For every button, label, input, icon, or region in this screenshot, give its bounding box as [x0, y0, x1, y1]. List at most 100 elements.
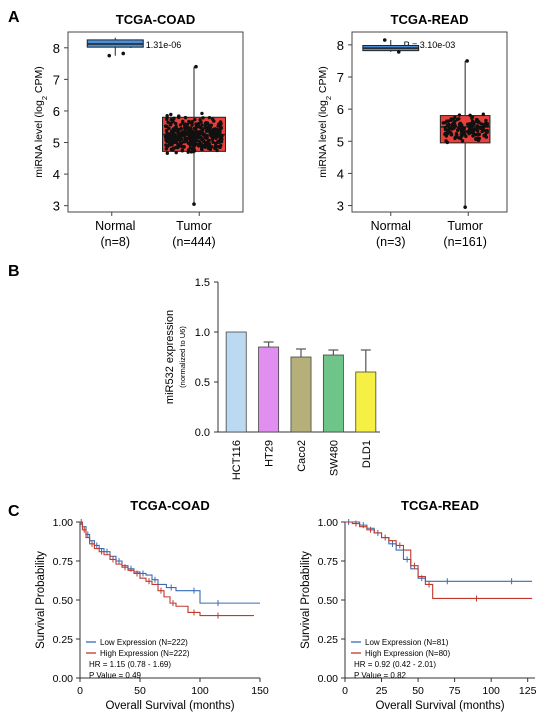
- x-tick-label: Normal: [95, 219, 135, 233]
- x-tick-label: Caco2: [296, 440, 308, 472]
- data-point: [187, 126, 192, 131]
- x-tick-label: 0: [77, 685, 83, 697]
- data-point: [187, 141, 191, 146]
- data-point: [193, 137, 197, 141]
- data-point: [107, 53, 112, 58]
- p-value-label: P = 1.31e-06: [130, 40, 182, 50]
- x-tick-label: 150: [251, 685, 269, 697]
- panel-label-a: A: [8, 9, 20, 26]
- data-point: [181, 121, 185, 125]
- x-tick-label: HCT116: [231, 440, 243, 480]
- data-point: [446, 128, 451, 132]
- data-point: [453, 119, 457, 124]
- panel-label-c: C: [8, 503, 20, 520]
- legend-low: Low Expression (N=81): [365, 638, 449, 647]
- data-point: [170, 142, 174, 147]
- x-tick-label: 25: [376, 685, 388, 697]
- data-point: [471, 130, 475, 134]
- x-tick-label: 100: [482, 685, 500, 697]
- data-point: [218, 126, 223, 130]
- data-point: [179, 135, 183, 139]
- data-point: [177, 127, 181, 132]
- legend-hr: HR = 0.92 (0.42 - 2.01): [354, 660, 436, 669]
- data-point: [208, 133, 213, 137]
- x-tick-label: HT29: [264, 440, 276, 467]
- x-tick-label: 75: [449, 685, 461, 697]
- data-point: [463, 205, 467, 209]
- y-tick-label: 3: [53, 199, 60, 214]
- data-point: [166, 120, 170, 125]
- data-point: [164, 147, 169, 151]
- data-point: [183, 125, 187, 130]
- y-tick-label: 7: [337, 70, 344, 85]
- data-point: [217, 140, 222, 145]
- data-point: [445, 131, 450, 135]
- x-count-label: (n=161): [443, 235, 486, 249]
- plot-frame: [351, 31, 508, 213]
- x-tick-label: 50: [412, 685, 424, 697]
- data-point: [207, 115, 212, 120]
- data-point: [467, 131, 471, 136]
- x-tick-label: Tumor: [447, 219, 483, 233]
- data-point: [169, 129, 174, 134]
- data-point: [206, 121, 210, 126]
- data-point: [183, 139, 187, 144]
- panel-label-b: B: [8, 263, 20, 280]
- data-point: [455, 128, 460, 132]
- data-point: [482, 133, 486, 138]
- legend-pvalue: P Value = 0.49: [89, 671, 142, 680]
- data-point: [211, 140, 215, 144]
- data-point: [219, 143, 223, 148]
- y-axis-label: Survival Probability: [300, 551, 312, 649]
- chart-title: TCGA-COAD: [116, 12, 195, 27]
- data-point: [174, 124, 178, 129]
- data-point: [190, 121, 194, 126]
- data-point: [470, 115, 475, 119]
- data-point: [164, 138, 168, 142]
- data-point: [467, 125, 472, 129]
- data-point: [187, 119, 191, 124]
- data-point: [474, 136, 478, 141]
- bar: [258, 346, 280, 433]
- y-tick-label: 0.00: [318, 673, 339, 685]
- data-point: [164, 124, 168, 128]
- data-point: [479, 122, 483, 126]
- bar-chart-cell-lines: 0.0 0.5 1.0 1.5 miR532 expression (normalized…: [164, 277, 380, 480]
- data-point: [203, 142, 208, 146]
- data-point: [462, 132, 467, 136]
- data-point: [443, 132, 447, 136]
- data-point: [211, 127, 216, 131]
- data-point: [201, 116, 205, 120]
- y-tick-label: 5: [53, 136, 60, 151]
- data-point: [192, 126, 197, 131]
- boxplot-read: TCGA-READ P = 3.10e-03 3 4 5 6 7 8 miRNA level (…: [317, 12, 508, 249]
- data-point: [176, 131, 180, 135]
- bar: [355, 371, 377, 433]
- data-point: [192, 202, 196, 206]
- data-point: [208, 130, 212, 135]
- data-point: [482, 128, 486, 132]
- data-point: [200, 131, 205, 135]
- data-point: [165, 151, 170, 155]
- data-point: [177, 114, 181, 118]
- data-point: [210, 135, 215, 140]
- data-point: [170, 133, 175, 138]
- legend-low: Low Expression (N=222): [100, 638, 188, 647]
- data-point: [198, 130, 202, 135]
- y-tick-label: 1.00: [318, 517, 339, 529]
- data-point: [481, 112, 486, 116]
- boxplot-coad: TCGA-COAD P = 1.31e-06 3 4 5 6 7 8 miRNA level (…: [33, 12, 244, 249]
- data-point: [165, 116, 169, 120]
- data-point: [453, 115, 457, 120]
- data-point: [453, 124, 457, 128]
- data-point: [216, 124, 220, 128]
- data-point: [165, 134, 170, 138]
- bar: [322, 354, 344, 433]
- x-tick-label: 125: [519, 685, 537, 697]
- data-point: [184, 130, 189, 135]
- y-tick-label: 8: [53, 41, 60, 56]
- y-tick-label: 4: [337, 166, 344, 181]
- chart-title: TCGA-READ: [401, 498, 479, 513]
- y-tick-label: 0.25: [53, 634, 74, 646]
- y-axis-label: miR532 expression: [164, 310, 176, 404]
